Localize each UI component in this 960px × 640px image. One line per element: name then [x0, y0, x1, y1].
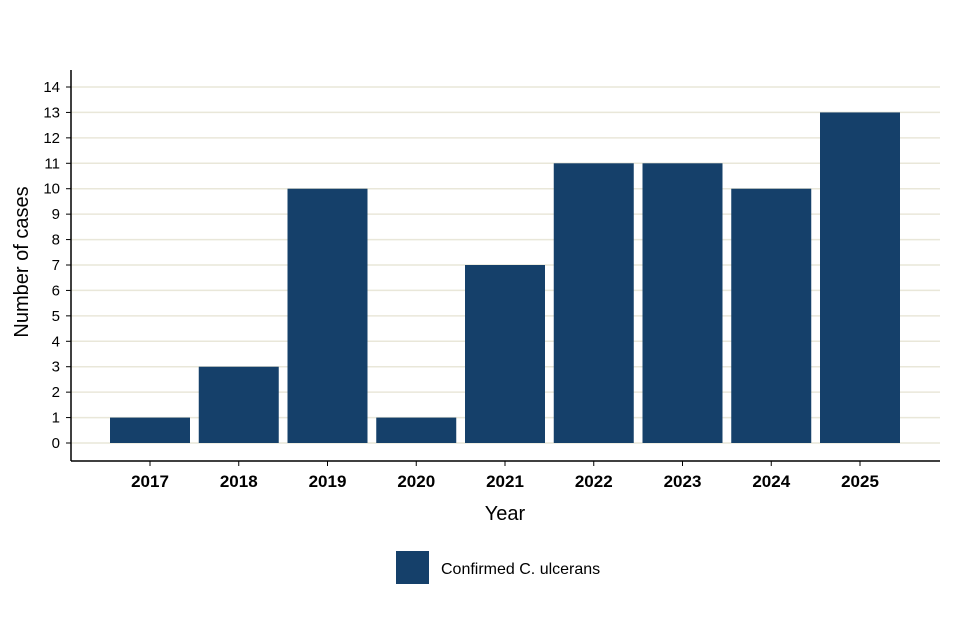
x-tick-labels: 2017 2018 2019 2020 2021 2022 2023 2024 2025 [131, 472, 879, 491]
x-tick-label: 2021 [486, 472, 524, 491]
bar-2021 [465, 265, 545, 443]
y-tick-label: 3 [52, 359, 60, 376]
axes [66, 70, 940, 466]
bars [110, 112, 900, 444]
y-tick-label: 10 [43, 181, 60, 198]
legend-label: Confirmed C. ulcerans [441, 561, 600, 578]
y-tick-label: 4 [52, 333, 60, 350]
x-axis-title: Year [485, 503, 526, 525]
y-tick-label: 12 [43, 130, 60, 147]
y-tick-label: 13 [43, 104, 60, 121]
bar-2017 [110, 417, 190, 443]
x-tick-label: 2020 [397, 472, 435, 491]
y-tick-label: 1 [52, 410, 60, 427]
y-tick-label: 6 [52, 282, 60, 299]
y-axis-title: Number of cases [11, 186, 33, 337]
y-tick-label: 8 [52, 232, 60, 249]
y-tick-label: 14 [43, 79, 60, 96]
x-tick-label: 2022 [575, 472, 613, 491]
y-tick-label: 9 [52, 206, 60, 223]
bar-2024 [731, 188, 812, 443]
y-tick-label: 11 [44, 155, 60, 172]
x-tick-label: 2025 [841, 472, 879, 491]
x-tick-label: 2017 [131, 472, 169, 491]
y-tick-label: 7 [52, 257, 60, 274]
x-tick-label: 2018 [220, 472, 258, 491]
x-tick-label: 2023 [664, 472, 702, 491]
y-tick-label: 2 [52, 384, 60, 401]
bar-2019 [287, 188, 368, 443]
bar-2020 [376, 417, 457, 443]
y-tick-label: 0 [52, 435, 60, 452]
y-tick-label: 5 [52, 308, 60, 325]
bar-2018 [198, 366, 279, 443]
x-tick-label: 2019 [309, 472, 347, 491]
x-tick-label: 2024 [752, 472, 790, 491]
legend: Confirmed C. ulcerans [396, 551, 600, 584]
bar-2025 [820, 112, 900, 443]
legend-swatch [396, 551, 429, 584]
bar-2023 [642, 163, 723, 444]
bar-2022 [553, 163, 634, 444]
